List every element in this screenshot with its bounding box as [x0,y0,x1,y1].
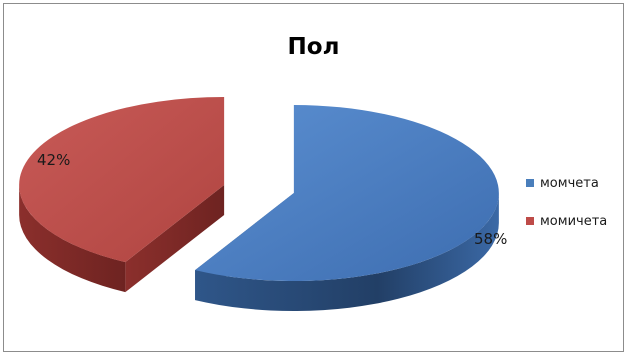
chart-area: Пол 58% 42% мо [3,3,624,352]
legend: момчета момичета [526,174,607,250]
data-label-girls: 42% [37,151,71,169]
slice-boys-wall [195,193,499,312]
legend-swatch-girls [526,217,534,225]
legend-item-girls: момичета [526,212,607,230]
legend-swatch-boys [526,179,534,187]
legend-label-boys: момчета [540,175,599,191]
pie-chart [19,96,499,312]
legend-item-boys: момчета [526,174,607,192]
legend-label-girls: момичета [540,213,608,229]
slice-girls-cut-face [125,184,225,293]
slice-girls-wall [19,184,126,293]
chart-title: Пол [287,34,340,60]
data-label-boys: 58% [474,230,508,248]
slice-boys [195,105,499,282]
slice-girls [19,96,225,263]
